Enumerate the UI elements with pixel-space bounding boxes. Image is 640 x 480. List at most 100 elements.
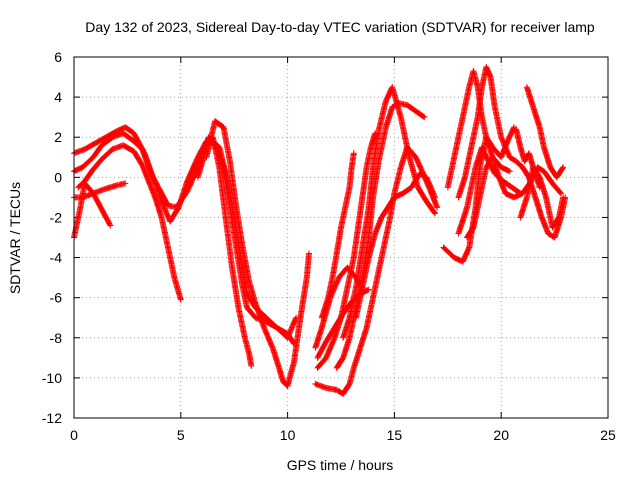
data-point: [184, 188, 191, 195]
y-tick-label: 4: [54, 89, 62, 105]
data-point: [359, 284, 366, 291]
data-point: [536, 184, 543, 191]
data-point: [348, 164, 355, 171]
data-point: [547, 164, 554, 171]
data-point: [248, 362, 255, 369]
y-tick-label: -6: [50, 290, 63, 306]
data-point: [457, 124, 464, 131]
data-points: [71, 64, 569, 397]
data-point: [506, 154, 513, 161]
data-point: [158, 198, 165, 205]
data-point: [466, 244, 473, 251]
series-track-14: [340, 84, 438, 341]
data-point: [203, 144, 210, 151]
data-point: [147, 170, 154, 177]
data-point: [464, 204, 471, 211]
data-point: [222, 214, 229, 221]
data-point: [532, 194, 539, 201]
x-tick-label: 0: [70, 427, 78, 443]
data-point: [350, 364, 357, 371]
data-point: [498, 134, 505, 141]
series-track-18: [455, 64, 526, 201]
data-point: [305, 250, 312, 257]
data-point: [474, 84, 481, 91]
data-point: [421, 114, 428, 121]
data-point: [81, 146, 88, 153]
data-point: [355, 224, 362, 231]
series-markers: [315, 131, 378, 370]
data-point: [323, 354, 330, 361]
data-point: [414, 184, 421, 191]
data-point: [363, 324, 370, 331]
data-point: [346, 184, 353, 191]
data-point: [346, 314, 353, 321]
data-point: [397, 164, 404, 171]
data-point: [139, 162, 146, 169]
data-point: [98, 156, 105, 163]
data-point: [540, 168, 547, 175]
data-point: [335, 274, 342, 281]
data-point: [523, 194, 530, 201]
data-point: [209, 134, 216, 141]
x-axis-label: GPS time / hours: [287, 457, 394, 473]
x-tick-label: 25: [600, 427, 616, 443]
data-point: [382, 124, 389, 131]
data-point: [120, 142, 127, 149]
data-point: [312, 380, 319, 387]
data-point: [376, 124, 383, 131]
data-point: [412, 154, 419, 161]
data-point: [444, 184, 451, 191]
series-track-15: [352, 170, 438, 321]
series-track-19: [444, 68, 518, 191]
series-track-12: [318, 150, 357, 321]
data-point: [451, 154, 458, 161]
data-point: [517, 190, 524, 197]
y-tick-label: 6: [54, 49, 62, 65]
data-point: [489, 144, 496, 151]
series-track-3: [75, 142, 184, 303]
series-track-24: [513, 126, 543, 191]
data-point: [423, 198, 430, 205]
data-point: [517, 214, 524, 221]
data-point: [530, 104, 537, 111]
y-tick-label: 0: [54, 169, 62, 185]
data-point: [338, 224, 344, 231]
data-point: [346, 380, 353, 387]
y-tick-label: 2: [54, 129, 62, 145]
data-point: [517, 144, 524, 151]
data-point: [440, 244, 447, 251]
data-point: [229, 264, 236, 271]
data-point: [412, 108, 419, 115]
data-point: [291, 358, 298, 365]
data-point: [152, 194, 159, 201]
data-point: [558, 214, 565, 221]
data-point: [130, 130, 137, 137]
data-point: [344, 284, 351, 291]
series-track-7: [194, 134, 255, 369]
data-point: [489, 154, 496, 161]
data-point: [391, 194, 398, 201]
data-point: [325, 294, 332, 301]
data-point: [538, 214, 545, 221]
data-point: [139, 146, 146, 153]
data-point: [297, 314, 304, 321]
plot-frame: [73, 56, 609, 419]
data-point: [235, 304, 242, 311]
data-point: [158, 214, 165, 221]
data-point: [280, 378, 287, 385]
data-point: [246, 278, 253, 285]
y-tick-label: -2: [50, 209, 63, 225]
data-point: [464, 234, 471, 241]
data-point: [331, 334, 338, 341]
data-point: [470, 68, 477, 75]
data-point: [560, 164, 567, 171]
data-point: [98, 206, 105, 213]
data-point: [350, 150, 357, 157]
data-point: [372, 230, 379, 237]
data-point: [451, 254, 458, 261]
data-point: [506, 168, 513, 175]
data-point: [500, 178, 507, 185]
data-point: [233, 204, 240, 211]
data-point: [459, 258, 466, 265]
data-point: [164, 202, 171, 209]
